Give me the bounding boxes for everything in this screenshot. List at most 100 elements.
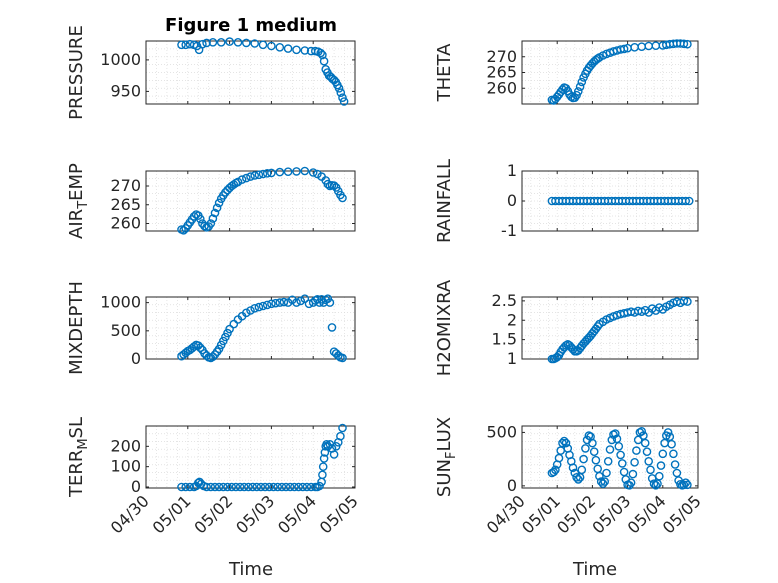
data-point <box>243 39 250 46</box>
x-tick-label: 05/01 <box>149 491 195 537</box>
x-tick-label: 05/02 <box>190 491 236 537</box>
x-tick-label: 05/02 <box>553 491 599 537</box>
y-tick-label: 0 <box>507 191 517 210</box>
data-point <box>575 476 582 483</box>
data-point <box>657 462 664 469</box>
data-point <box>647 466 654 473</box>
series-terr-msl <box>178 424 346 490</box>
y-axis-label-pressure: PRESSURE <box>66 25 87 120</box>
data-point <box>218 39 225 46</box>
data-point <box>243 175 250 182</box>
series-h2omixra <box>548 297 691 362</box>
data-point <box>605 458 612 465</box>
data-point <box>656 473 663 480</box>
data-point <box>557 447 564 454</box>
panel-mixdepth: 0 500 1000 MIXDEPTH <box>66 281 355 375</box>
x-tick-label: 05/04 <box>274 491 320 537</box>
series-pressure <box>178 38 348 105</box>
x-tick-label: 05/03 <box>588 491 634 537</box>
data-point <box>617 451 624 458</box>
y-tick-label: 270 <box>486 47 517 66</box>
data-point <box>578 466 585 473</box>
y-tick-label: 0 <box>131 349 141 368</box>
data-point <box>594 465 601 472</box>
data-point <box>582 445 589 452</box>
data-point <box>603 469 610 476</box>
series-sun-flux <box>548 428 691 489</box>
y-tick-label: 1 <box>507 349 517 368</box>
panel-pressure: 9501000PRESSURE <box>66 25 355 120</box>
data-point <box>670 450 677 457</box>
x-tick-label: 05/04 <box>624 491 670 537</box>
y-axis-label-terr-msl: TERRMSL <box>66 417 91 498</box>
panel-h2omixra: 11.522.5 H2OMIXRA <box>434 279 698 376</box>
data-point <box>561 437 568 444</box>
x-axis-label-right: Time <box>572 559 617 580</box>
data-point <box>285 168 292 175</box>
y-tick-label: 500 <box>486 422 517 441</box>
data-point <box>259 41 266 48</box>
data-point <box>631 44 638 51</box>
data-point <box>319 471 326 478</box>
data-point <box>652 42 659 49</box>
series-theta <box>548 40 691 104</box>
data-point <box>592 457 599 464</box>
x-tick-label: 04/30 <box>107 491 153 537</box>
x-tick-label: 05/03 <box>232 491 278 537</box>
y-tick-label: 100 <box>110 457 141 476</box>
y-axis-label-theta: THETA <box>434 43 455 103</box>
data-point <box>661 440 668 447</box>
y-axis-label-rainfall: RAINFALL <box>434 159 455 243</box>
data-point <box>619 460 626 467</box>
y-tick-label: 1000 <box>100 50 141 69</box>
y-tick-label: 1.5 <box>492 330 517 349</box>
data-point <box>629 471 636 478</box>
y-tick-label: 265 <box>110 195 141 214</box>
data-point <box>577 83 584 90</box>
y-tick-label: -1 <box>501 221 517 240</box>
panel-theta: 260265270THETA <box>434 40 698 104</box>
y-tick-label: 2.5 <box>492 291 517 310</box>
y-tick-label: 260 <box>110 214 141 233</box>
data-point <box>339 424 346 431</box>
y-axis-label-air-temp: AIRTEMP <box>66 163 91 239</box>
y-axis-label-h2omixra: H2OMIXRA <box>434 279 455 376</box>
y-tick-label: 1000 <box>100 293 141 312</box>
data-point <box>328 324 335 331</box>
y-tick-label: 500 <box>110 321 141 340</box>
figure-title: Figure 1 medium <box>165 15 337 36</box>
x-tick-label: 05/05 <box>316 491 362 537</box>
y-tick-label: 270 <box>110 176 141 195</box>
data-point <box>276 44 283 51</box>
data-point <box>642 440 649 447</box>
data-point <box>230 321 237 328</box>
y-tick-label: 1 <box>507 161 517 180</box>
data-point <box>320 463 327 470</box>
x-tick-label: 05/01 <box>518 491 564 537</box>
data-point <box>276 169 283 176</box>
y-tick-label: 0 <box>507 476 517 495</box>
x-tick-label: 05/05 <box>659 491 705 537</box>
data-point <box>643 448 650 455</box>
panel-rainfall: -1 0 1 RAINFALL <box>434 159 698 243</box>
y-axis-label-mixdepth: MIXDEPTH <box>66 281 87 375</box>
data-point <box>645 458 652 465</box>
series-rainfall <box>548 197 693 204</box>
data-point <box>615 443 622 450</box>
data-point <box>638 43 645 50</box>
data-point <box>621 468 628 475</box>
panel-sun-flux: 04/3005/0105/0205/0305/0405/05 0 500 SUNFLU… <box>434 417 705 538</box>
y-tick-label: 0 <box>131 477 141 496</box>
y-tick-label: 200 <box>110 436 141 455</box>
data-point <box>673 469 680 476</box>
data-point <box>293 46 300 53</box>
y-tick-label: 2 <box>507 310 517 329</box>
data-point <box>631 459 638 466</box>
data-point <box>234 39 241 46</box>
data-point <box>645 42 652 49</box>
x-axis-label-left: Time <box>228 559 273 580</box>
y-axis-label-sun-flux: SUNFLUX <box>434 417 459 497</box>
x-tick-label: 04/30 <box>483 491 529 537</box>
